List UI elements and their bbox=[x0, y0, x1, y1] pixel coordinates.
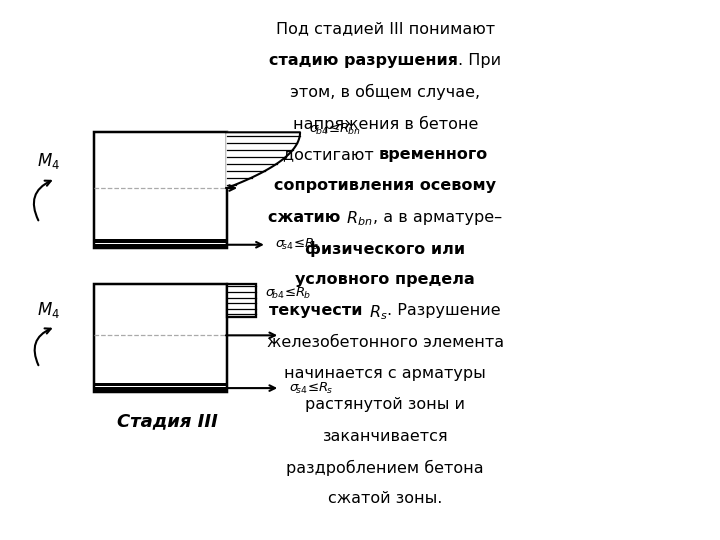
Text: временного: временного bbox=[379, 147, 487, 162]
Text: $\sigma_{\!b4}$$\!\leq\!$$R_{\!b}$: $\sigma_{\!b4}$$\!\leq\!$$R_{\!b}$ bbox=[265, 286, 311, 301]
Polygon shape bbox=[227, 132, 300, 188]
Text: $\sigma_{\!s4}$$\!\leq\!$$R_{\!s}$: $\sigma_{\!s4}$$\!\leq\!$$R_{\!s}$ bbox=[289, 381, 333, 396]
Text: Стадия III: Стадия III bbox=[117, 412, 218, 430]
Text: растянутой зоны и: растянутой зоны и bbox=[305, 397, 465, 413]
Text: раздроблением бетона: раздроблением бетона bbox=[287, 460, 484, 476]
Text: железобетонного элемента: железобетонного элемента bbox=[266, 335, 504, 350]
Text: физического или: физического или bbox=[305, 241, 465, 257]
Text: сжатию: сжатию bbox=[269, 210, 346, 225]
Bar bbox=[94, 244, 227, 248]
Text: условного предела: условного предела bbox=[295, 272, 475, 287]
Text: сжатой зоны.: сжатой зоны. bbox=[328, 491, 442, 507]
Text: $\mathit{R}_{bn}$: $\mathit{R}_{bn}$ bbox=[346, 210, 373, 228]
Bar bbox=[94, 239, 227, 242]
Text: заканчивается: заканчивается bbox=[323, 429, 448, 444]
Text: начинается с арматуры: начинается с арматуры bbox=[284, 366, 486, 381]
Text: . При: . При bbox=[458, 53, 501, 68]
Text: . Разрушение: . Разрушение bbox=[387, 303, 501, 319]
Text: $\sigma_{\!s4}$$\!\leq\!$$R_{\!s}$: $\sigma_{\!s4}$$\!\leq\!$$R_{\!s}$ bbox=[275, 237, 320, 252]
Text: сопротивления осевому: сопротивления осевому bbox=[274, 178, 496, 193]
Text: $\mathit{M}_4$: $\mathit{M}_4$ bbox=[37, 151, 60, 171]
Text: $\sigma_{\!b4}$$\!\leq\!$$R_{\!bn}$: $\sigma_{\!b4}$$\!\leq\!$$R_{\!bn}$ bbox=[309, 122, 361, 137]
Bar bbox=[94, 132, 227, 248]
Text: этом, в общем случае,: этом, в общем случае, bbox=[290, 84, 480, 100]
Text: текучести: текучести bbox=[269, 303, 369, 319]
Text: достигают: достигают bbox=[283, 147, 379, 162]
Bar bbox=[94, 284, 227, 392]
Text: , а в арматуре–: , а в арматуре– bbox=[373, 210, 502, 225]
Text: стадию разрушения: стадию разрушения bbox=[269, 53, 458, 68]
Text: $\mathit{R}_{s}$: $\mathit{R}_{s}$ bbox=[369, 303, 387, 322]
Text: $\mathit{M}_4$: $\mathit{M}_4$ bbox=[37, 300, 60, 321]
Text: напряжения в бетоне: напряжения в бетоне bbox=[292, 116, 478, 132]
Text: Под стадией III понимают: Под стадией III понимают bbox=[276, 22, 495, 37]
Bar bbox=[94, 383, 227, 386]
Bar bbox=[94, 387, 227, 392]
Bar bbox=[227, 284, 256, 317]
